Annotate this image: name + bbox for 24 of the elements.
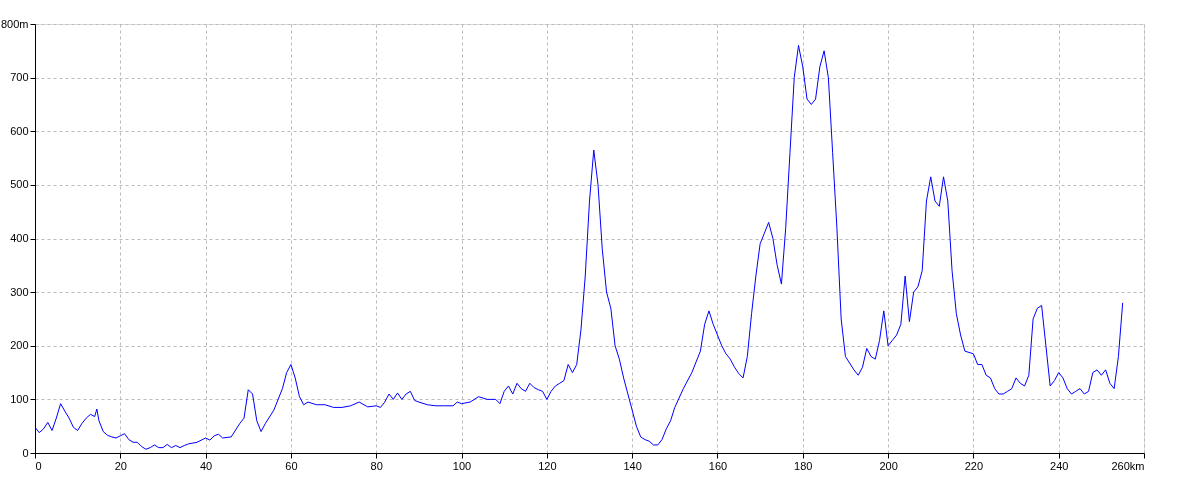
x-tick-label: 60 bbox=[285, 459, 298, 472]
x-tick-label: 200 bbox=[879, 459, 898, 472]
y-tick-label: 700 bbox=[10, 71, 29, 84]
x-tick-label: 0 bbox=[35, 459, 42, 472]
y-tick-label: 0 bbox=[22, 446, 29, 459]
y-tick-label: 100 bbox=[10, 392, 29, 405]
x-tick-label: 240 bbox=[1050, 459, 1069, 472]
y-tick-label: 600 bbox=[10, 124, 29, 137]
x-tick-label: 40 bbox=[199, 459, 213, 472]
y-tick-label: 800m bbox=[0, 17, 29, 30]
y-tick-label: 400 bbox=[10, 232, 29, 244]
x-tick-label: 140 bbox=[623, 459, 642, 472]
x-tick-label: 80 bbox=[370, 459, 383, 472]
y-tick-label: 200 bbox=[10, 339, 29, 352]
x-tick-label: 180 bbox=[794, 459, 813, 472]
line-series bbox=[35, 44, 1124, 450]
x-tick-label: 220 bbox=[964, 459, 984, 472]
x-tick-label: 20 bbox=[114, 459, 127, 472]
y-tick-label: 300 bbox=[10, 285, 29, 298]
y-tick-label: 500 bbox=[10, 178, 29, 191]
x-tick-label: 120 bbox=[538, 459, 557, 472]
x-tick-label: 160 bbox=[708, 459, 728, 472]
x-tick-label: 100 bbox=[452, 459, 472, 472]
x-tick-label: 260km bbox=[1111, 459, 1145, 472]
